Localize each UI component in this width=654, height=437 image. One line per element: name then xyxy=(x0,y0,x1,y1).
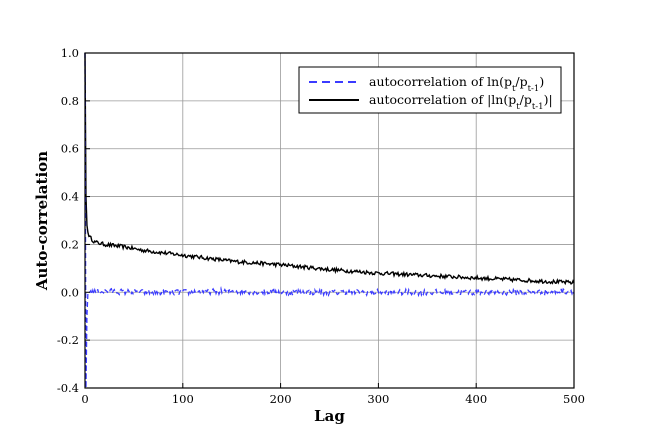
x-tick-label: 0 xyxy=(81,392,88,406)
y-tick-label: 0.6 xyxy=(61,142,79,156)
tick-labels: 0 100 200 300 400 500 -0.4 -0.2 0.0 0.2 0.4 0.6 0.8 1… xyxy=(57,46,585,406)
x-tick-label: 200 xyxy=(270,392,292,406)
y-tick-label: -0.2 xyxy=(57,333,79,347)
x-tick-label: 500 xyxy=(563,392,585,406)
y-axis-title: Auto-correlation xyxy=(33,151,51,291)
y-tick-label: 0.0 xyxy=(61,285,79,299)
x-tick-label: 300 xyxy=(367,392,389,406)
x-tick-label: 100 xyxy=(172,392,194,406)
y-tick-label: -0.4 xyxy=(57,381,79,395)
series-layer xyxy=(84,52,575,389)
plot-frame xyxy=(84,52,575,389)
x-axis-title: Lag xyxy=(314,407,345,425)
legend-label-abs-returns: autocorrelation of |ln(pt/pt-1)| xyxy=(369,92,553,112)
series-line-abs-returns xyxy=(84,52,575,286)
legend-label-returns: autocorrelation of ln(pt/pt-1) xyxy=(369,74,544,94)
y-tick-label: 0.4 xyxy=(61,190,79,204)
legend: autocorrelation of ln(pt/pt-1) autocorre… xyxy=(298,66,562,114)
legend-box xyxy=(298,66,562,114)
y-tick-label: 0.8 xyxy=(61,94,79,108)
y-tick-label: 1.0 xyxy=(61,46,79,60)
x-tick-label: 400 xyxy=(465,392,487,406)
series-line-returns xyxy=(84,52,575,389)
y-tick-label: 0.2 xyxy=(61,237,79,251)
